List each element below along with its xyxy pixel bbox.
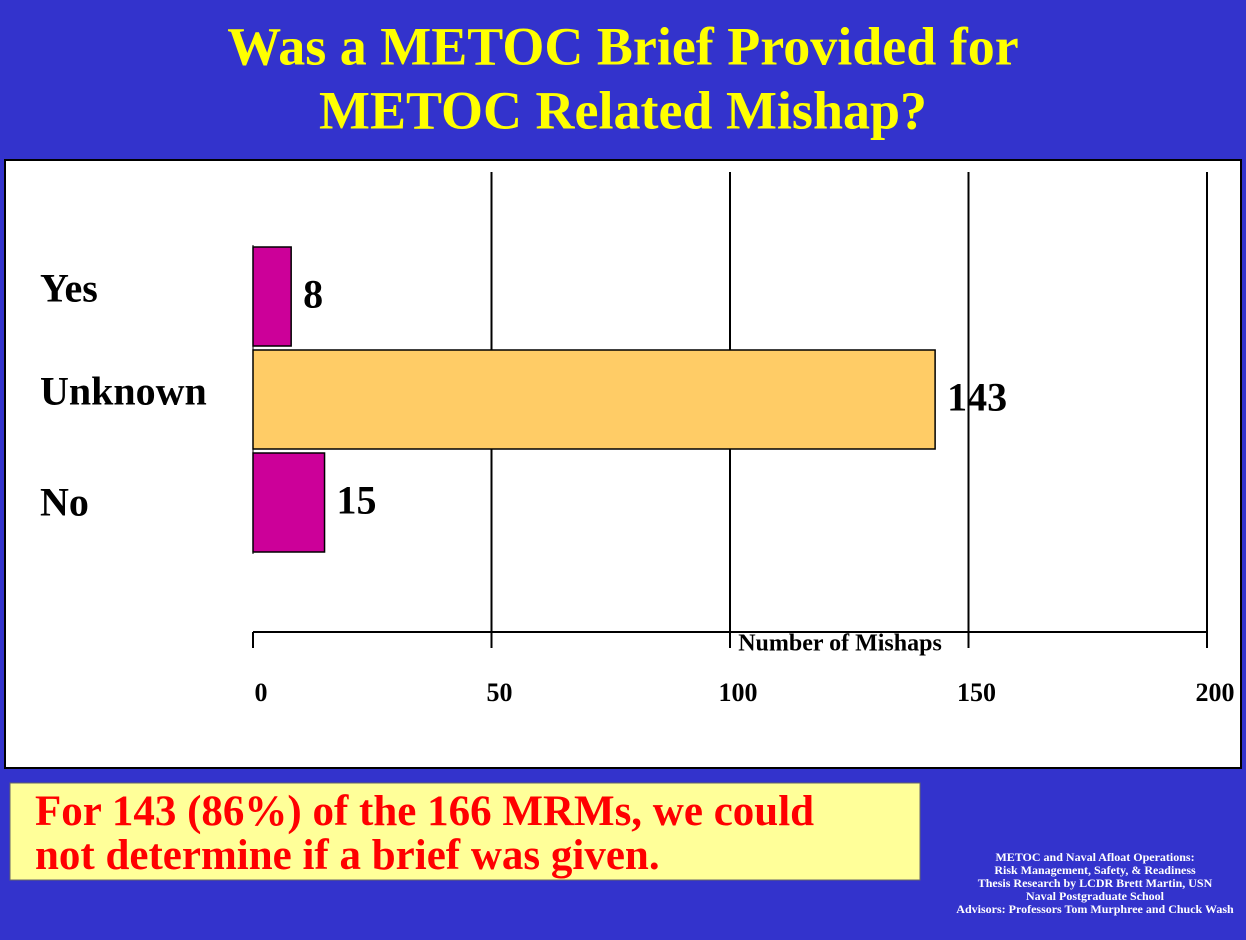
footnote-line: Risk Management, Safety, & Readiness <box>994 863 1196 877</box>
value-label: 8 <box>303 272 323 317</box>
bar <box>252 452 326 553</box>
x-tick-label: 0 <box>255 678 268 707</box>
footnote-line: Advisors: Professors Tom Murphree and Ch… <box>956 902 1234 916</box>
annotation-line: For 143 (86%) of the 166 MRMs, we could <box>35 788 814 835</box>
footnote-line: METOC and Naval Afloat Operations: <box>995 850 1194 864</box>
x-tick-label: 100 <box>719 678 758 707</box>
footnote-line: Thesis Research by LCDR Brett Martin, US… <box>978 876 1213 890</box>
title-line: METOC Related Mishap? <box>319 80 927 140</box>
annotation-line: not determine if a brief was given. <box>35 832 660 879</box>
annotation-box <box>9 782 921 881</box>
x-tick-label: 50 <box>487 678 513 707</box>
y-tick-label: No <box>40 480 89 525</box>
value-label: 15 <box>337 478 377 523</box>
x-tick-label: 150 <box>957 678 996 707</box>
x-axis-label: Number of Mishaps <box>738 631 942 657</box>
x-tick-label: 200 <box>1196 678 1235 707</box>
bar <box>252 246 292 347</box>
y-tick-label: Yes <box>40 266 98 311</box>
footnote-line: Naval Postgraduate School <box>1026 889 1165 903</box>
chart-area <box>4 159 1242 769</box>
bar <box>252 349 936 450</box>
y-tick-label: Unknown <box>40 369 207 414</box>
title-line: Was a METOC Brief Provided for <box>227 16 1018 76</box>
value-label: 143 <box>947 375 1007 420</box>
